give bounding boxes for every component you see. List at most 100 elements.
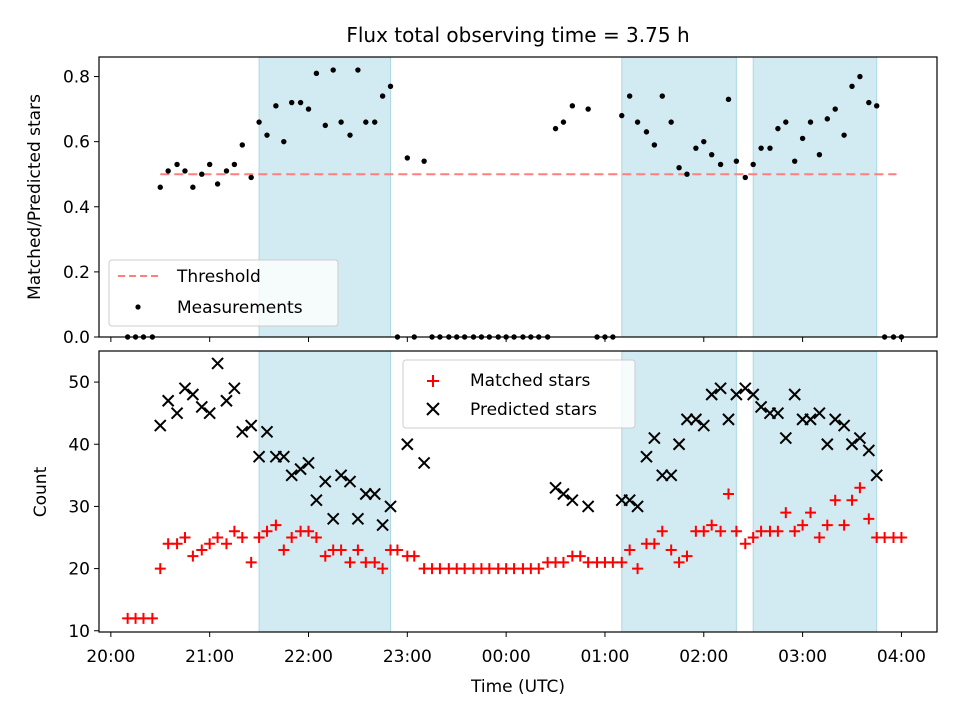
matched-star-point <box>270 519 282 531</box>
matched-star-point <box>747 532 759 544</box>
predicted-star-point <box>343 475 357 488</box>
top-legend: Threshold Measurements <box>108 259 339 327</box>
matched-star-point <box>253 532 265 544</box>
measurement-point <box>387 83 394 90</box>
predicted-star-point <box>672 438 686 451</box>
bottom-plot-frame <box>98 350 938 633</box>
predicted-star-point <box>244 419 258 432</box>
measurement-point <box>857 73 863 80</box>
legend-matched-label: Matched stars <box>470 371 590 391</box>
measurement-point <box>668 119 674 125</box>
measurement-point <box>239 142 245 148</box>
predicted-star-point <box>779 431 793 445</box>
measurement-point <box>791 158 798 164</box>
measurement-point <box>223 168 230 174</box>
bottom-axis-ticks <box>110 632 902 637</box>
measurement-point <box>708 151 715 158</box>
matched-star-point <box>829 494 841 506</box>
x-tick-label: 03:00 <box>778 647 827 667</box>
bottom-shaded-interval <box>258 350 392 633</box>
predicted-star-point <box>566 493 579 507</box>
top-y-tick-label: 0.8 <box>63 68 90 88</box>
measurement-point <box>824 116 831 122</box>
x-tick-label: 02:00 <box>679 647 728 667</box>
legend-predicted-label: Predicted stars <box>470 400 597 420</box>
bottom-shaded-intervals <box>258 350 878 633</box>
predicted-star-point <box>368 487 381 501</box>
measurement-point <box>807 119 814 125</box>
top-y-axis-label: Matched/Predicted stars <box>25 94 45 300</box>
matched-star-point <box>854 482 866 494</box>
matched-star-point <box>789 525 801 537</box>
predicted-star-point <box>788 388 801 401</box>
predicted-star-point <box>821 438 834 451</box>
bottom-y-tick-label: 40 <box>68 435 90 455</box>
measurement-point <box>174 161 180 168</box>
matched-star-point <box>154 563 166 575</box>
predicted-star-point <box>220 394 233 407</box>
measurement-point <box>157 184 163 190</box>
measurement-point <box>404 155 411 161</box>
predicted-star-point <box>401 438 414 451</box>
x-tick-labels: 20:00 21:00 22:00 23:00 00:00 01:00 02:00 03:00… <box>86 647 926 667</box>
predicted-star-point <box>384 500 397 513</box>
matched-star-point <box>204 538 216 550</box>
matched-star-point <box>171 538 183 550</box>
predicted-star-point <box>557 487 570 501</box>
top-plot-frame <box>98 56 938 338</box>
matched-star-point <box>616 556 628 568</box>
matched-star-point <box>245 556 257 568</box>
predicted-star-point <box>746 388 760 401</box>
measurement-point <box>355 67 361 73</box>
matched-star-point <box>772 525 784 537</box>
x-tick-label: 23:00 <box>383 647 432 667</box>
measurement-point <box>750 161 756 168</box>
matched-star-point <box>648 538 660 550</box>
measurement-point <box>322 122 328 129</box>
predicted-star-point <box>804 413 817 426</box>
matched-star-point <box>303 525 314 537</box>
predicted-star-point <box>631 500 644 513</box>
measurement-point <box>338 119 344 125</box>
predicted-star-point <box>376 518 389 532</box>
predicted-star-point <box>845 438 859 451</box>
predicted-star-point <box>203 406 216 420</box>
measurement-point <box>190 184 196 190</box>
predicted-star-point <box>417 456 431 470</box>
x-tick-label: 04:00 <box>877 647 926 667</box>
bottom-shaded-interval <box>621 350 737 633</box>
predicted-star-point <box>549 481 562 494</box>
top-y-tick-label: 0.2 <box>63 263 90 283</box>
matched-star-point <box>377 563 389 575</box>
bottom-y-tick-label: 10 <box>68 622 90 642</box>
predicted-star-point <box>260 425 274 439</box>
measurement-point <box>248 174 254 181</box>
matched-star-point <box>335 544 347 556</box>
measurement-point <box>231 161 238 168</box>
predicted-star-point <box>285 469 298 482</box>
matched-star-point <box>319 550 331 562</box>
predicted-star-point <box>829 413 842 426</box>
matched-star-point <box>236 532 248 544</box>
matched-star-point <box>344 556 356 568</box>
predicted-star-point <box>161 394 175 407</box>
top-y-tick-label: 0.6 <box>63 133 90 153</box>
measurement-point <box>379 93 386 99</box>
predicted-star-point <box>640 450 653 463</box>
measurement-point <box>634 119 641 125</box>
predicted-star-point <box>697 419 710 432</box>
bottom-matched-points <box>122 482 907 624</box>
measurement-point <box>866 99 872 106</box>
matched-star-point <box>797 519 809 531</box>
matched-star-point <box>352 544 364 556</box>
matched-star-point <box>310 532 322 544</box>
predicted-star-point <box>351 512 365 526</box>
predicted-star-point <box>705 388 718 401</box>
matched-star-point <box>863 513 875 525</box>
bottom-y-tick-label: 50 <box>68 373 90 393</box>
predicted-star-point <box>154 419 167 432</box>
matched-star-point <box>846 494 858 506</box>
matched-star-point <box>715 525 727 537</box>
top-shaded-intervals <box>258 56 878 338</box>
